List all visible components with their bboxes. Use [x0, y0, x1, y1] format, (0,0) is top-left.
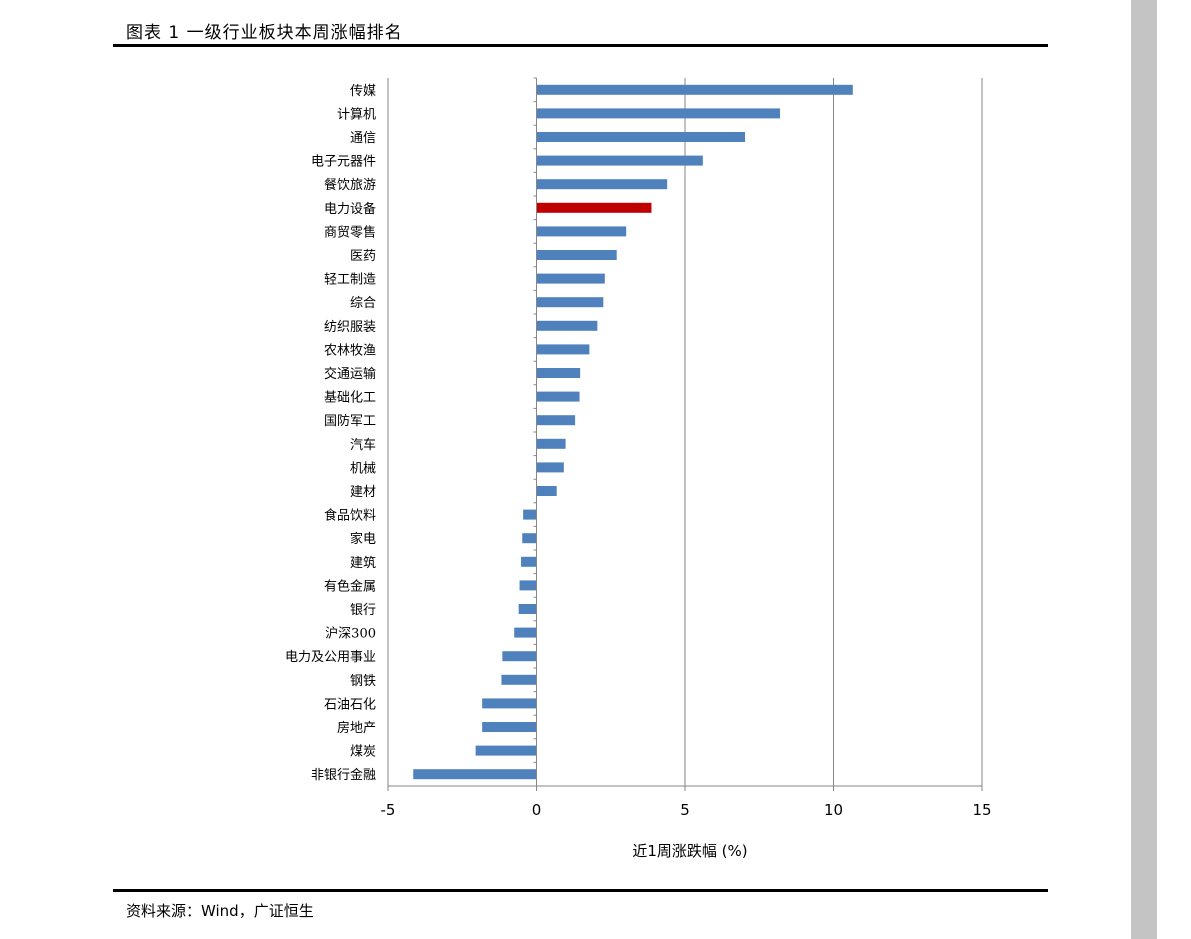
axes [387, 77, 983, 791]
category-label: 沪深300 [325, 626, 376, 642]
category-label: 餐饮旅游 [324, 177, 376, 193]
category-label: 钢铁 [350, 674, 376, 689]
bar [536, 344, 590, 355]
figure-title: 图表 1 一级行业板块本周涨幅排名 [126, 23, 403, 43]
bars [413, 84, 853, 780]
bar [519, 580, 537, 591]
category-label: 医药 [350, 249, 376, 264]
category-label: 有色金属 [324, 578, 376, 594]
bottom-rule [113, 889, 1048, 892]
bar [482, 722, 537, 732]
bar [518, 604, 537, 614]
category-label: 传媒 [350, 84, 376, 99]
category-labels: 传媒计算机通信电子元器件餐饮旅游电力设备商贸零售医药轻工制造综合纺织服装农林牧渔… [285, 84, 376, 783]
category-label: 汽车 [350, 437, 376, 453]
bar [536, 155, 703, 166]
category-label: 银行 [350, 603, 376, 618]
category-label: 煤炭 [350, 745, 376, 760]
bar [522, 533, 537, 544]
bar-chart: 传媒计算机通信电子元器件餐饮旅游电力设备商贸零售医药轻工制造综合纺织服装农林牧渔… [285, 77, 992, 860]
bar [536, 273, 605, 284]
bar [475, 745, 537, 756]
bar [536, 250, 617, 260]
bar [536, 486, 557, 496]
category-label: 计算机 [337, 107, 376, 122]
category-label: 综合 [350, 296, 376, 311]
category-label: 国防军工 [324, 413, 376, 429]
category-label: 房地产 [337, 720, 376, 736]
category-label: 建筑 [350, 555, 376, 571]
bar [514, 627, 537, 638]
category-label: 通信 [350, 131, 376, 146]
bar [536, 320, 598, 331]
bar [536, 297, 604, 308]
category-label: 纺织服装 [324, 320, 376, 335]
x-tick-label: 10 [824, 801, 843, 819]
x-tick-label: 0 [532, 801, 542, 819]
x-axis-title: 近1周涨跌幅 (%) [632, 842, 747, 860]
bar [536, 108, 781, 119]
category-label: 商贸零售 [324, 224, 376, 240]
x-tick-label: 5 [680, 801, 690, 819]
category-label: 农林牧渔 [324, 343, 376, 358]
bar [536, 368, 581, 378]
category-label: 电力及公用事业 [285, 650, 376, 665]
bar [536, 462, 564, 473]
category-label: 非银行金融 [311, 767, 376, 783]
bar [501, 674, 537, 685]
page-edge-bar [1131, 0, 1157, 939]
category-label: 交通运输 [324, 366, 376, 382]
bar [536, 84, 853, 95]
bar [521, 556, 537, 567]
bar [536, 132, 745, 142]
x-tick-label: -5 [381, 801, 396, 819]
bar [482, 698, 537, 709]
category-label: 电力设备 [324, 201, 376, 217]
category-label: 基础化工 [324, 391, 376, 406]
bar [413, 769, 537, 780]
category-label: 机械 [350, 461, 376, 476]
top-rule [113, 44, 1048, 47]
tick-labels: -5 0 5 10 15 [381, 801, 992, 819]
bar [536, 202, 652, 213]
category-label: 食品饮料 [324, 508, 376, 524]
category-label: 电子元器件 [311, 155, 376, 170]
category-label: 家电 [350, 531, 376, 547]
bar [523, 509, 537, 520]
category-label: 建材 [350, 485, 376, 500]
category-label: 轻工制造 [324, 273, 376, 288]
bar [536, 179, 668, 190]
bar [536, 226, 627, 237]
bar [536, 415, 576, 426]
bar [536, 391, 580, 402]
bar [502, 651, 537, 662]
source-note: 资料来源：Wind，广证恒生 [126, 902, 314, 920]
x-tick-label: 15 [972, 801, 991, 819]
category-label: 石油石化 [324, 697, 376, 712]
bar [536, 438, 566, 449]
grid-lines [387, 78, 983, 786]
